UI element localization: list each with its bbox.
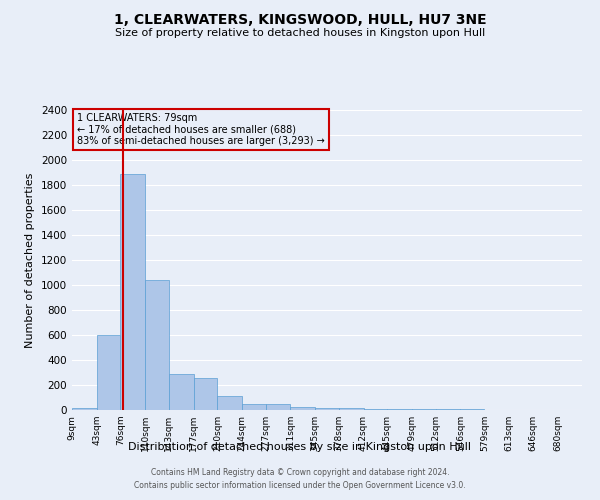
Text: Size of property relative to detached houses in Kingston upon Hull: Size of property relative to detached ho… — [115, 28, 485, 38]
Text: Distribution of detached houses by size in Kingston upon Hull: Distribution of detached houses by size … — [128, 442, 472, 452]
Bar — [315, 408, 339, 410]
Bar — [364, 408, 388, 410]
Bar — [339, 408, 364, 410]
Bar — [242, 404, 266, 410]
Bar — [266, 404, 290, 410]
Bar — [290, 407, 315, 410]
Text: Contains public sector information licensed under the Open Government Licence v3: Contains public sector information licen… — [134, 482, 466, 490]
Bar — [169, 374, 194, 410]
Y-axis label: Number of detached properties: Number of detached properties — [25, 172, 35, 348]
Bar — [194, 378, 217, 410]
Text: 1 CLEARWATERS: 79sqm
← 17% of detached houses are smaller (688)
83% of semi-deta: 1 CLEARWATERS: 79sqm ← 17% of detached h… — [77, 113, 325, 146]
Bar — [145, 280, 169, 410]
Text: Contains HM Land Registry data © Crown copyright and database right 2024.: Contains HM Land Registry data © Crown c… — [151, 468, 449, 477]
Bar — [97, 335, 121, 410]
Text: 1, CLEARWATERS, KINGSWOOD, HULL, HU7 3NE: 1, CLEARWATERS, KINGSWOOD, HULL, HU7 3NE — [113, 12, 487, 26]
Bar — [217, 396, 242, 410]
Bar — [72, 408, 97, 410]
Bar — [121, 174, 145, 410]
Bar — [388, 409, 412, 410]
Bar — [436, 409, 460, 410]
Bar — [412, 409, 436, 410]
